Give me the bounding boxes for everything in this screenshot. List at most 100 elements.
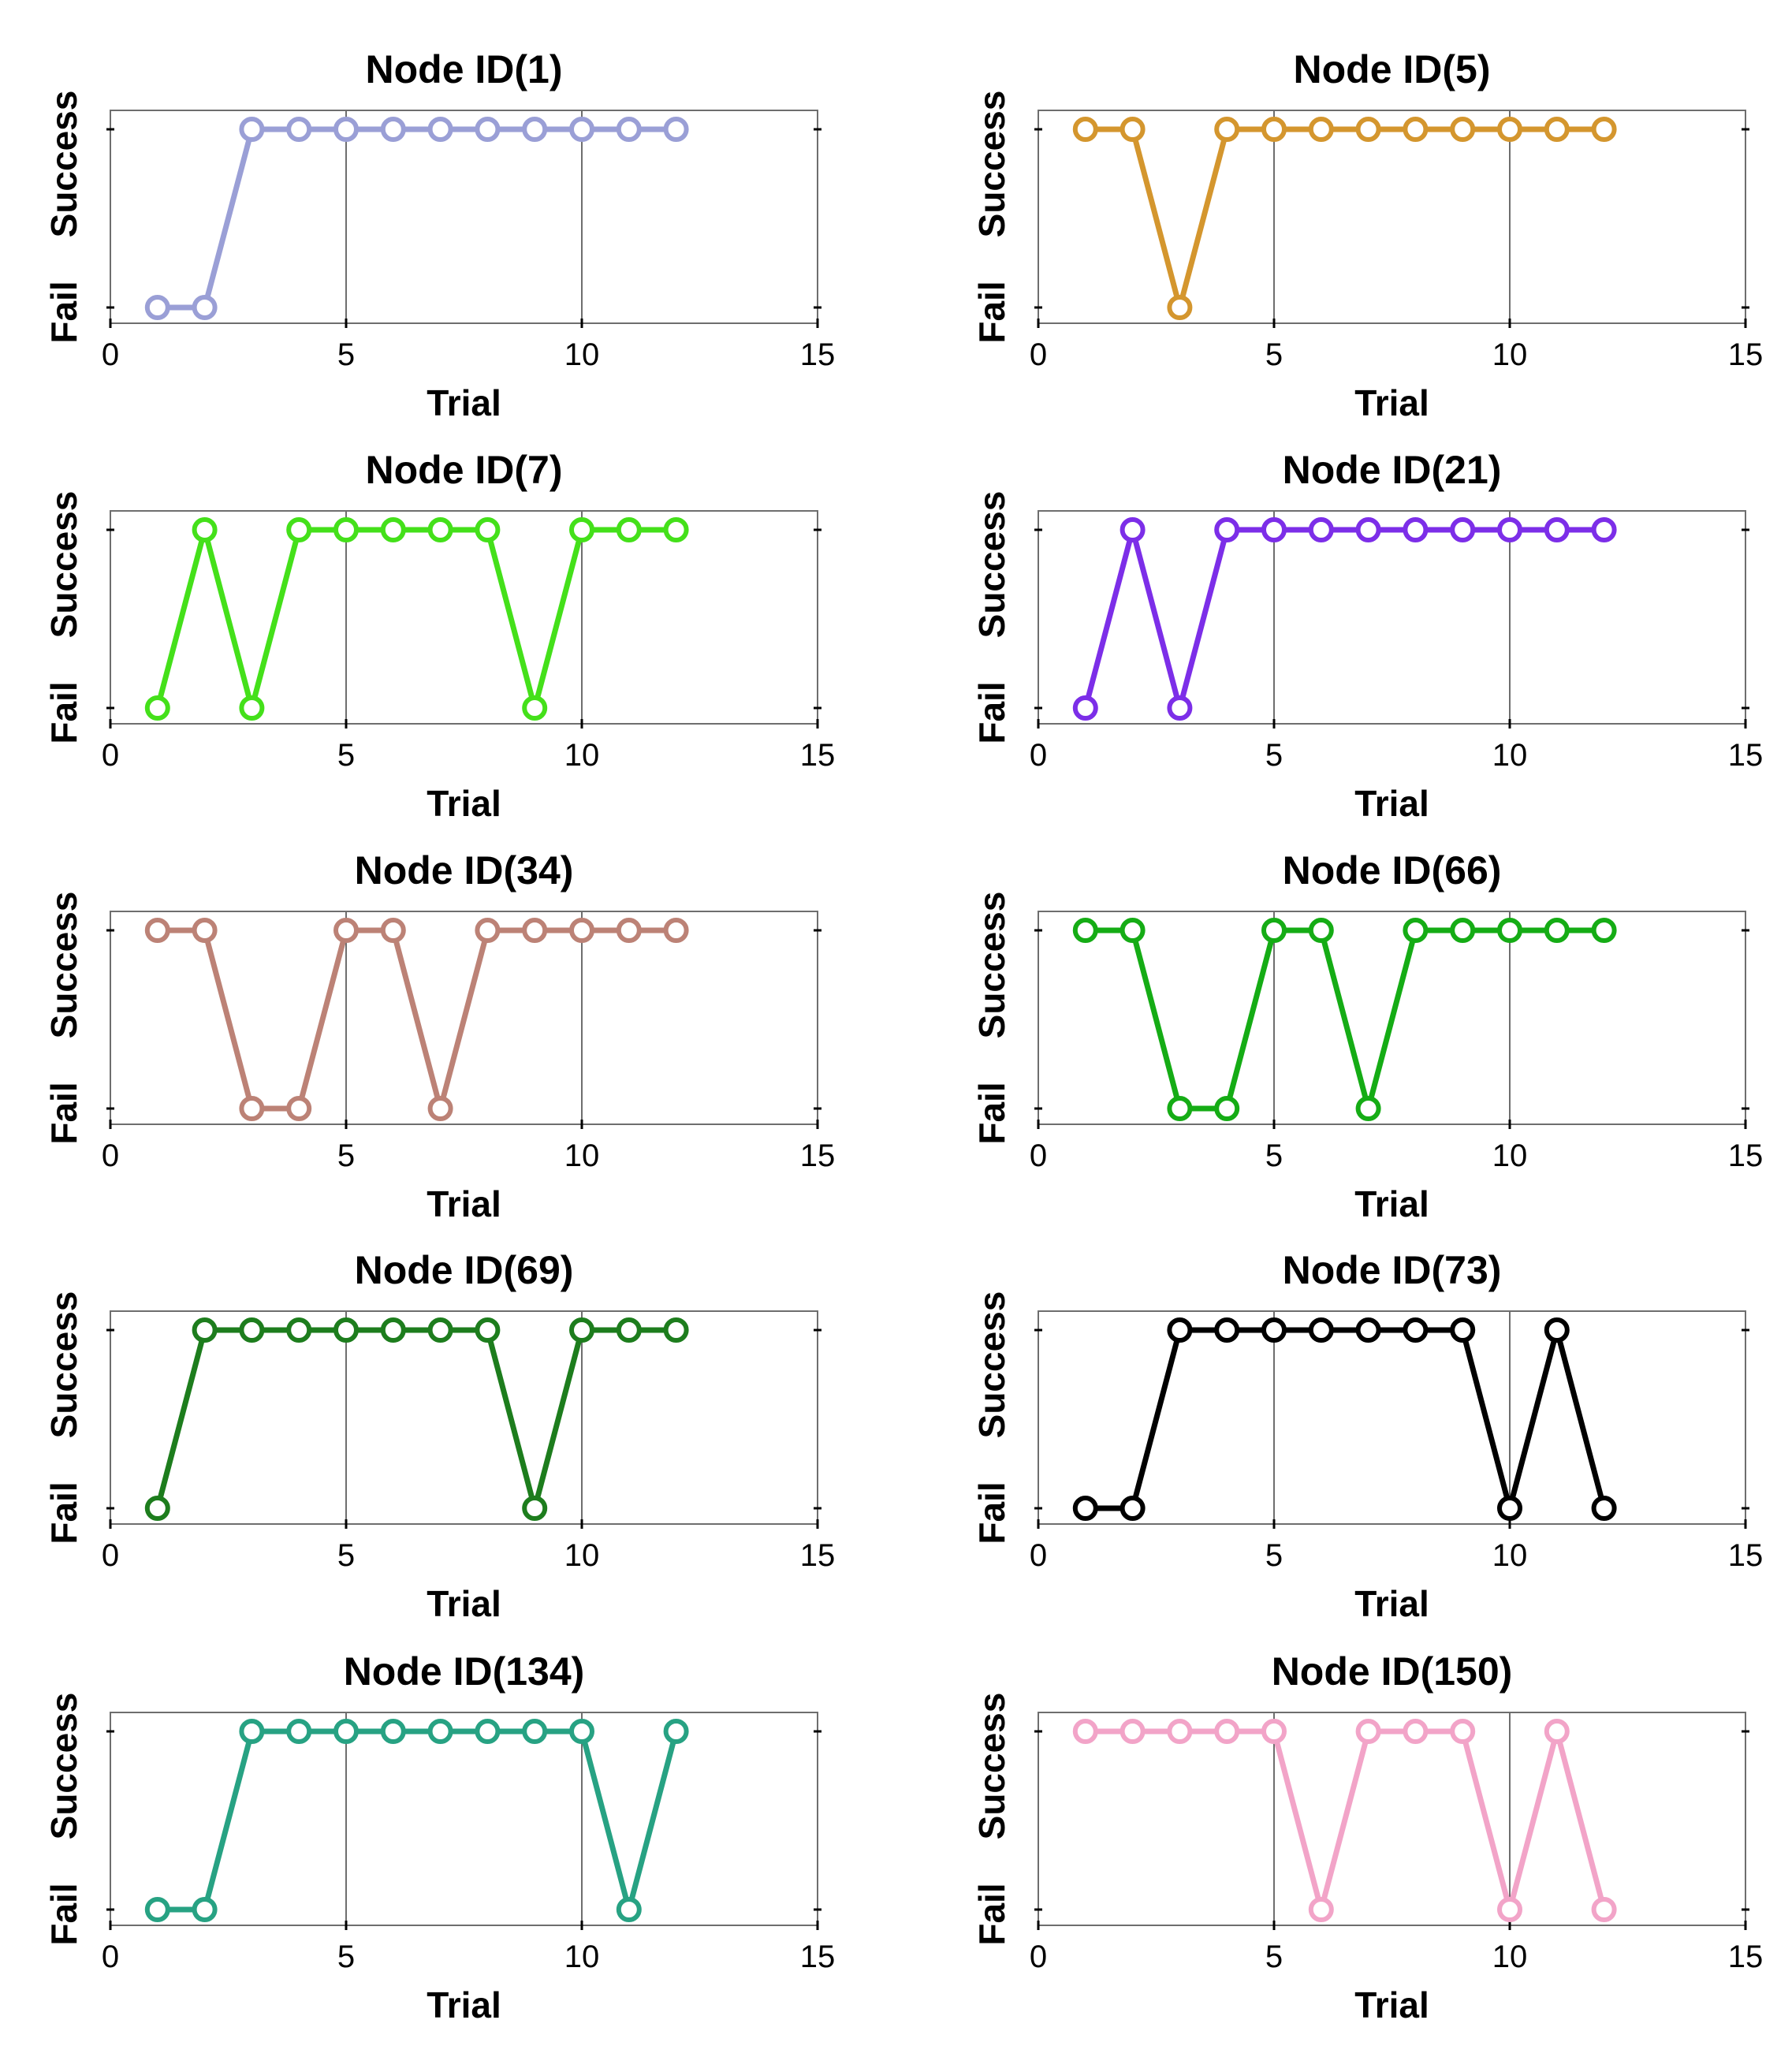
x-tick-label: 15 bbox=[1728, 1138, 1764, 1173]
data-point bbox=[333, 1317, 359, 1343]
series-line bbox=[1082, 527, 1608, 711]
x-axis-label: Trial bbox=[427, 1984, 501, 2025]
x-tick-label: 0 bbox=[1030, 1138, 1047, 1173]
data-point bbox=[475, 1317, 501, 1343]
x-tick-label: 10 bbox=[1492, 1138, 1528, 1173]
x-tick-label: 10 bbox=[1492, 1940, 1528, 1974]
subplot-5: Node ID(34) 0 5 10 15 Success Fail Trial bbox=[43, 848, 835, 1224]
data-point bbox=[1072, 695, 1098, 721]
data-point bbox=[1167, 295, 1193, 320]
x-tick-label: 10 bbox=[564, 337, 600, 372]
data-point bbox=[427, 1096, 453, 1121]
x-tick-label: 15 bbox=[1728, 1538, 1764, 1573]
axes-frame bbox=[1038, 1712, 1746, 1926]
axes-frame bbox=[1038, 1310, 1746, 1525]
data-point bbox=[1591, 1496, 1617, 1521]
x-tick-label: 15 bbox=[1728, 738, 1764, 773]
data-point bbox=[663, 1317, 689, 1343]
panel-title: Node ID(150) bbox=[1272, 1649, 1513, 1694]
data-point bbox=[1591, 517, 1617, 542]
data-point bbox=[1591, 117, 1617, 142]
data-point bbox=[380, 517, 406, 542]
x-tick-label: 5 bbox=[1265, 1138, 1283, 1173]
x-tick-label: 5 bbox=[1265, 1538, 1283, 1573]
data-point bbox=[522, 695, 548, 721]
data-point bbox=[1355, 517, 1381, 542]
x-tick-label: 0 bbox=[1030, 1538, 1047, 1573]
x-tick-label: 5 bbox=[337, 738, 355, 773]
data-point bbox=[1167, 1317, 1193, 1343]
data-point bbox=[1120, 918, 1146, 943]
data-point bbox=[192, 918, 218, 943]
y-label-fail: Fail bbox=[43, 1883, 84, 1945]
data-point bbox=[1214, 1719, 1240, 1744]
data-point bbox=[1403, 517, 1429, 542]
data-point bbox=[1214, 517, 1240, 542]
x-axis-label: Trial bbox=[1354, 1583, 1429, 1624]
axes-frame bbox=[1038, 110, 1746, 324]
x-tick-label: 0 bbox=[102, 337, 119, 372]
y-label-success: Success bbox=[971, 491, 1012, 639]
data-point bbox=[1308, 517, 1334, 542]
axes-frame bbox=[110, 1310, 818, 1525]
panel-title: Node ID(21) bbox=[1283, 448, 1502, 492]
x-tick-label: 10 bbox=[564, 738, 600, 773]
x-tick-label: 5 bbox=[337, 1940, 355, 1974]
data-point bbox=[1214, 1096, 1240, 1121]
subplot-1: Node ID(1) 0 5 10 15 Success Fail Trial bbox=[43, 47, 835, 423]
data-point bbox=[286, 117, 312, 142]
data-point bbox=[427, 517, 453, 542]
data-point bbox=[239, 1317, 265, 1343]
data-point bbox=[1261, 918, 1287, 943]
data-point bbox=[616, 517, 642, 542]
data-point bbox=[380, 918, 406, 943]
panel-title: Node ID(66) bbox=[1283, 848, 1502, 892]
x-tick-label: 5 bbox=[337, 1538, 355, 1573]
data-point bbox=[522, 1496, 548, 1521]
data-point bbox=[1497, 117, 1522, 142]
panel-title: Node ID(5) bbox=[1294, 47, 1491, 91]
data-point bbox=[1308, 918, 1334, 943]
axes-frame bbox=[110, 1712, 818, 1926]
subplot-6: Node ID(66) 0 5 10 15 Success Fail Trial bbox=[971, 848, 1763, 1224]
y-label-fail: Fail bbox=[43, 1082, 84, 1144]
x-tick-label: 0 bbox=[102, 738, 119, 773]
axes-frame bbox=[110, 510, 818, 725]
x-tick-label: 0 bbox=[102, 1138, 119, 1173]
y-label-success: Success bbox=[43, 892, 84, 1039]
x-tick-label: 0 bbox=[1030, 337, 1047, 372]
y-label-success: Success bbox=[971, 892, 1012, 1039]
x-tick-label: 15 bbox=[800, 738, 836, 773]
data-point bbox=[569, 1719, 594, 1744]
y-label-fail: Fail bbox=[43, 681, 84, 743]
data-point bbox=[475, 117, 501, 142]
data-point bbox=[380, 117, 406, 142]
data-point bbox=[286, 1096, 312, 1121]
y-label-fail: Fail bbox=[43, 281, 84, 343]
data-point bbox=[1497, 1496, 1522, 1521]
data-point bbox=[333, 918, 359, 943]
data-point bbox=[192, 1317, 218, 1343]
data-point bbox=[1497, 1897, 1522, 1922]
data-point bbox=[286, 517, 312, 542]
x-tick-label: 10 bbox=[564, 1138, 600, 1173]
data-point bbox=[1167, 1719, 1193, 1744]
data-point bbox=[427, 1719, 453, 1744]
data-point bbox=[1403, 1719, 1429, 1744]
data-point bbox=[1261, 117, 1287, 142]
x-tick-label: 10 bbox=[564, 1940, 600, 1974]
x-tick-label: 15 bbox=[1728, 1940, 1764, 1974]
data-point bbox=[1355, 1719, 1381, 1744]
panel-title: Node ID(34) bbox=[355, 848, 574, 892]
data-point bbox=[1450, 1719, 1476, 1744]
data-point bbox=[663, 117, 689, 142]
series-line bbox=[1082, 927, 1608, 1112]
data-point bbox=[1403, 1317, 1429, 1343]
y-label-success: Success bbox=[971, 1693, 1012, 1840]
data-point bbox=[663, 918, 689, 943]
y-label-fail: Fail bbox=[971, 1481, 1012, 1544]
y-label-fail: Fail bbox=[971, 1883, 1012, 1945]
x-tick-label: 10 bbox=[1492, 337, 1528, 372]
data-point bbox=[239, 117, 265, 142]
y-label-success: Success bbox=[43, 91, 84, 238]
